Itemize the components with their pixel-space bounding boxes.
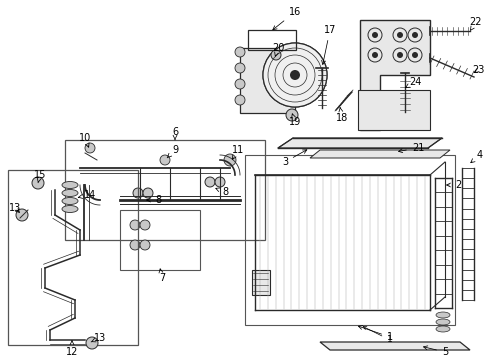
Circle shape [235, 63, 244, 73]
Ellipse shape [435, 326, 449, 332]
Text: 8: 8 [215, 187, 227, 197]
Circle shape [235, 47, 244, 57]
Text: 3: 3 [282, 150, 306, 167]
Text: 13: 13 [91, 333, 106, 343]
Polygon shape [357, 90, 429, 130]
Circle shape [133, 188, 142, 198]
Polygon shape [359, 20, 429, 130]
Ellipse shape [62, 189, 78, 197]
Circle shape [235, 79, 244, 89]
Circle shape [289, 63, 299, 73]
Text: 8: 8 [146, 195, 161, 205]
Text: 1: 1 [363, 327, 392, 345]
Circle shape [140, 220, 150, 230]
Bar [240, 48, 294, 113]
Text: 6: 6 [172, 127, 178, 140]
Polygon shape [278, 138, 441, 148]
Circle shape [289, 70, 299, 80]
Circle shape [396, 52, 402, 58]
Circle shape [285, 109, 297, 121]
Circle shape [140, 240, 150, 250]
Polygon shape [309, 150, 449, 158]
Circle shape [396, 32, 402, 38]
Bar [244, 155, 454, 325]
Ellipse shape [62, 198, 78, 204]
Text: 22: 22 [469, 17, 481, 30]
Circle shape [263, 43, 326, 107]
Text: 12: 12 [66, 341, 78, 357]
Text: 11: 11 [231, 145, 244, 159]
Text: 16: 16 [272, 7, 301, 30]
Ellipse shape [435, 319, 449, 325]
Text: 21: 21 [398, 143, 423, 153]
Text: 14: 14 [78, 190, 96, 200]
Bar [65, 140, 264, 240]
Circle shape [130, 240, 140, 250]
Circle shape [32, 177, 44, 189]
Text: 4: 4 [470, 150, 482, 163]
Circle shape [235, 95, 244, 105]
Text: 9: 9 [167, 145, 178, 158]
Circle shape [270, 50, 281, 60]
Bar [120, 210, 200, 270]
Circle shape [86, 337, 98, 349]
Circle shape [411, 52, 417, 58]
Text: 23: 23 [471, 65, 483, 75]
Circle shape [16, 209, 28, 221]
Circle shape [224, 154, 236, 166]
Circle shape [85, 143, 95, 153]
Polygon shape [319, 342, 469, 350]
Circle shape [411, 32, 417, 38]
Ellipse shape [62, 181, 78, 189]
Text: 5: 5 [423, 346, 447, 357]
Text: 1: 1 [358, 325, 392, 342]
Circle shape [204, 177, 215, 187]
Bar [8, 170, 138, 345]
Circle shape [289, 47, 299, 57]
Circle shape [130, 220, 140, 230]
Circle shape [160, 155, 170, 165]
Ellipse shape [62, 206, 78, 212]
Circle shape [142, 188, 153, 198]
Text: 13: 13 [9, 203, 21, 213]
Text: 19: 19 [288, 114, 301, 127]
Text: 10: 10 [79, 133, 91, 147]
Text: 18: 18 [335, 107, 347, 123]
Text: 2: 2 [446, 180, 460, 190]
Circle shape [371, 32, 377, 38]
Text: 24: 24 [405, 77, 420, 87]
Text: 20: 20 [271, 43, 284, 56]
Bar [251, 270, 269, 295]
Bar [247, 30, 295, 50]
Text: 17: 17 [321, 25, 336, 64]
Circle shape [215, 177, 224, 187]
Text: 7: 7 [159, 269, 165, 283]
Ellipse shape [435, 312, 449, 318]
Circle shape [371, 52, 377, 58]
Text: 15: 15 [34, 170, 46, 183]
